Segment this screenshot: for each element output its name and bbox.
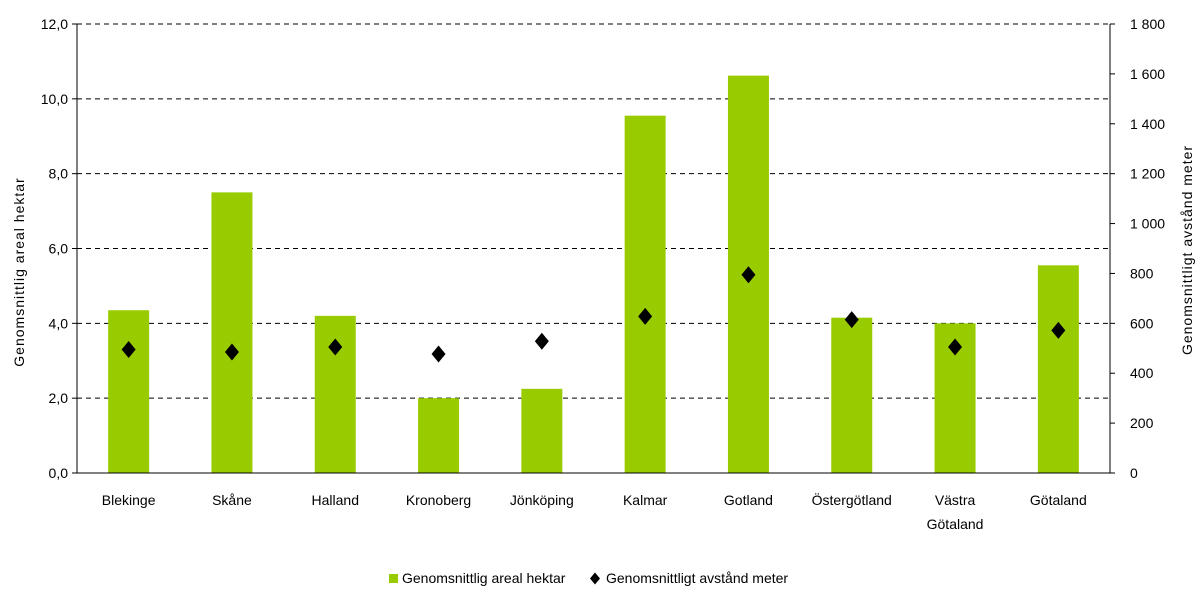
x-tick-label: Blekinge bbox=[102, 492, 156, 508]
y-tick-label-left: 0,0 bbox=[49, 465, 69, 481]
left-axis-ticks: 0,0 2,0 4,0 6,0 8,0 10,0 12,0 bbox=[41, 16, 77, 481]
point-marker bbox=[844, 311, 859, 329]
y-tick-label-right: 1 000 bbox=[1130, 216, 1165, 232]
point-marker bbox=[948, 338, 963, 356]
bar bbox=[521, 388, 563, 473]
x-tick-label: Götaland bbox=[1030, 492, 1087, 508]
y-tick-label-right: 1 400 bbox=[1130, 116, 1165, 132]
legend-swatch-bars bbox=[389, 574, 398, 583]
x-tick-label: Halland bbox=[312, 492, 359, 508]
legend-label-bars: Genomsnittlig areal hektar bbox=[402, 570, 566, 586]
point-marker bbox=[121, 341, 136, 359]
x-tick-label: Gotland bbox=[724, 492, 773, 508]
x-tick-label: Kronoberg bbox=[406, 492, 471, 508]
y-tick-label-left: 10,0 bbox=[41, 91, 68, 107]
y-tick-label-right: 800 bbox=[1130, 265, 1154, 281]
y-tick-label-right: 600 bbox=[1130, 315, 1154, 331]
legend-label-points: Genomsnittligt avstånd meter bbox=[606, 570, 788, 586]
y-tick-label-right: 400 bbox=[1130, 365, 1154, 381]
y-tick-label-left: 4,0 bbox=[49, 315, 69, 331]
y-axis-title-left: Genomsnittlig areal hektar bbox=[11, 177, 27, 366]
x-axis-labels: Blekinge Skåne Halland Kronoberg Jönköping Ka… bbox=[102, 491, 1087, 532]
y-axis-title-right: Genomsnittligt avstånd meter bbox=[1179, 145, 1195, 355]
bar-series bbox=[108, 75, 1079, 473]
right-axis-ticks: 0 200 400 600 800 1 000 1 200 1 400 1 600 1 800 bbox=[1110, 16, 1165, 481]
x-tick-label: Västra Götaland bbox=[927, 492, 984, 532]
bar bbox=[1037, 265, 1079, 473]
bar bbox=[108, 310, 150, 473]
y-tick-label-right: 1 600 bbox=[1130, 66, 1165, 82]
y-tick-label-left: 8,0 bbox=[49, 166, 69, 182]
bar bbox=[624, 115, 666, 473]
y-tick-label-left: 6,0 bbox=[49, 241, 69, 257]
point-marker bbox=[328, 338, 343, 356]
point-marker bbox=[431, 345, 446, 363]
x-tick-label: Östergötland bbox=[812, 491, 892, 508]
legend: Genomsnittlig areal hektar Genomsnittlig… bbox=[389, 570, 788, 586]
point-marker bbox=[741, 266, 756, 284]
point-series bbox=[121, 266, 1066, 363]
y-tick-label-right: 1 200 bbox=[1130, 166, 1165, 182]
point-marker bbox=[638, 307, 653, 325]
y-tick-label-left: 2,0 bbox=[49, 390, 69, 406]
bar bbox=[211, 192, 253, 473]
legend-marker-diamond bbox=[590, 572, 600, 585]
point-marker bbox=[224, 343, 239, 361]
y-tick-label-left: 12,0 bbox=[41, 16, 68, 32]
point-marker bbox=[1051, 321, 1066, 339]
x-tick-label: Jönköping bbox=[510, 492, 574, 508]
x-tick-label: Kalmar bbox=[623, 492, 668, 508]
y-tick-label-right: 200 bbox=[1130, 415, 1154, 431]
y-tick-label-right: 0 bbox=[1130, 465, 1138, 481]
y-tick-label-right: 1 800 bbox=[1130, 16, 1165, 32]
point-marker bbox=[534, 332, 549, 350]
bar bbox=[418, 398, 460, 473]
x-tick-label: Skåne bbox=[212, 492, 252, 508]
bar bbox=[831, 317, 873, 473]
